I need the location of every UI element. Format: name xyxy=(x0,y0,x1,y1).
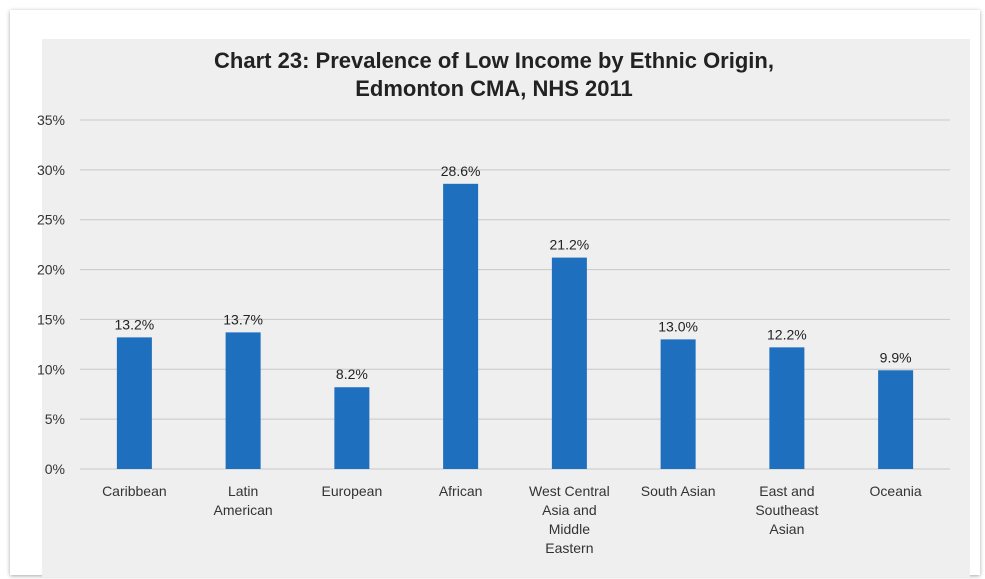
x-tick-label: African xyxy=(439,483,483,499)
data-label: 8.2% xyxy=(336,366,368,382)
y-tick-label: 25% xyxy=(37,212,65,228)
x-tick-label: European xyxy=(322,483,383,499)
data-label: 13.2% xyxy=(115,316,155,332)
bar xyxy=(443,183,479,469)
y-tick-label: 5% xyxy=(45,411,65,427)
bar xyxy=(225,332,261,469)
y-tick-label: 10% xyxy=(37,361,65,377)
y-tick-label: 30% xyxy=(37,162,65,178)
data-label: 13.7% xyxy=(223,311,263,327)
bar-chart: Chart 23: Prevalence of Low Income by Et… xyxy=(37,48,950,556)
x-tick-label: Oceania xyxy=(870,483,922,499)
y-axis-ticks: 0% 5% 10% 15% 20% 25% 30% 35% xyxy=(37,112,65,477)
y-tick-label: 15% xyxy=(37,311,65,327)
data-labels: 13.2% 13.7% 8.2% 28.6% 21.2% 13.0% 12.2% 9.9% xyxy=(115,163,912,382)
bar xyxy=(878,370,914,469)
x-axis-categories: Caribbean Latin American European African Wes… xyxy=(102,483,922,556)
bars xyxy=(116,183,914,469)
y-tick-label: 35% xyxy=(37,112,65,128)
data-label: 9.9% xyxy=(880,349,912,365)
data-label: 21.2% xyxy=(550,237,590,253)
x-tick-label: East and Southeast Asian xyxy=(755,483,818,537)
data-label: 28.6% xyxy=(441,163,481,179)
bar xyxy=(116,337,152,469)
data-label: 13.0% xyxy=(658,318,698,334)
y-tick-label: 20% xyxy=(37,262,65,278)
x-tick-label: South Asian xyxy=(641,483,716,499)
bar xyxy=(660,339,696,469)
chart-title: Chart 23: Prevalence of Low Income by Et… xyxy=(214,48,774,73)
chart-panel xyxy=(42,39,970,577)
bar xyxy=(551,257,587,469)
bar xyxy=(769,347,805,469)
chart-frame: Chart 23: Prevalence of Low Income by Et… xyxy=(10,10,980,577)
x-tick-label: West Central Asia and Middle Eastern xyxy=(529,483,610,556)
chart-subtitle: Edmonton CMA, NHS 2011 xyxy=(355,76,632,101)
bar xyxy=(334,387,370,469)
y-tick-label: 0% xyxy=(45,461,65,477)
gridlines xyxy=(80,119,950,470)
data-label: 12.2% xyxy=(767,326,807,342)
x-tick-label: Latin American xyxy=(214,483,273,518)
x-tick-label: Caribbean xyxy=(102,483,167,499)
